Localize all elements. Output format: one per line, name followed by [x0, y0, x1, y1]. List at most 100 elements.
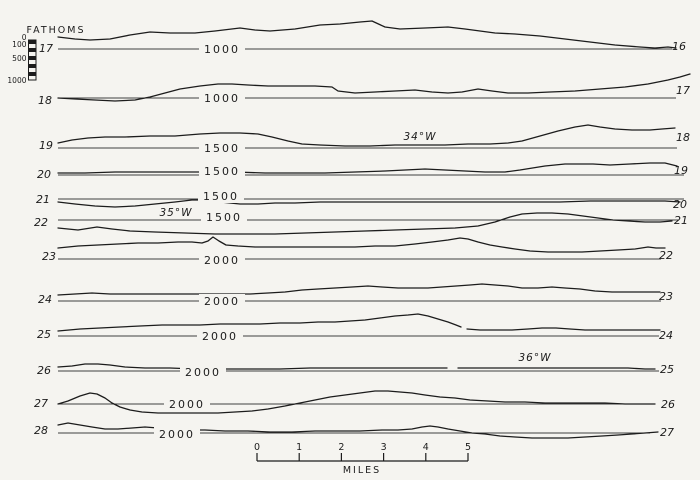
depth-label-mask	[199, 294, 245, 308]
depth-label: 2000	[169, 398, 205, 411]
profile-row-22: 1500 22 21	[34, 210, 688, 235]
profile-row-17: 1000 17 16	[39, 20, 686, 56]
left-station-label: 22	[34, 216, 48, 229]
ruler-segment	[28, 76, 36, 80]
depth-label-mask	[199, 141, 245, 155]
left-station-label: 23	[42, 250, 56, 263]
left-station-label: 20	[37, 168, 51, 181]
depth-label: 2000	[202, 330, 238, 343]
right-station-label: 27	[660, 426, 674, 439]
ruler-segment	[28, 56, 36, 60]
right-station-label: 19	[674, 164, 688, 177]
right-station-label: 17	[676, 84, 690, 97]
depth-label-mask	[154, 427, 200, 441]
depth-label: 1000	[204, 92, 240, 105]
ruler-segment	[28, 48, 36, 52]
profile-row-21: 1500 21 20	[36, 189, 687, 211]
ruler-segment	[28, 52, 36, 56]
depth-label: 2000	[204, 254, 240, 267]
right-station-label: 20	[673, 198, 687, 211]
seafloor-profile-19	[57, 124, 676, 147]
meridian-annotations: 34°W 35°W 36°W	[160, 131, 552, 364]
right-station-label: 26	[661, 398, 675, 411]
right-station-label: 25	[660, 363, 674, 376]
left-station-label: 21	[36, 193, 50, 206]
left-station-label: 27	[34, 397, 48, 410]
depth-label-mask	[164, 397, 210, 411]
fathoms-tick-label: 100	[12, 40, 27, 49]
profile-row-28: 2000 28 27	[34, 422, 674, 441]
ruler-segment	[28, 44, 36, 48]
depth-label-mask	[197, 329, 243, 343]
depth-label: 1500	[204, 142, 240, 155]
right-station-label: 22	[659, 249, 673, 262]
miles-scale-title: MILES	[343, 465, 381, 476]
depth-label-mask	[199, 42, 245, 56]
right-station-label: 18	[676, 131, 690, 144]
profile-row-25: 2000 25 24	[37, 313, 673, 343]
ruler-segment	[28, 40, 36, 44]
ruler-segment	[28, 72, 36, 76]
depth-label-mask	[199, 253, 245, 267]
profile-row-24: 2000 24 23	[38, 283, 673, 308]
seafloor-profile-26	[57, 363, 448, 370]
left-station-label: 25	[37, 328, 51, 341]
ruler-segment	[28, 68, 36, 72]
miles-tick-label: 3	[381, 442, 387, 453]
miles-tick-label: 2	[338, 442, 344, 453]
depth-label-mask	[201, 210, 247, 224]
seafloor-profile-22	[57, 212, 673, 235]
miles-tick-label: 0	[254, 442, 260, 453]
right-station-label: 24	[659, 329, 673, 342]
seafloor-profile-17	[57, 20, 677, 49]
seafloor-profile-21	[57, 199, 681, 208]
ruler-segment	[28, 64, 36, 68]
meridian-label: 34°W	[404, 131, 437, 143]
seafloor-profile-25	[57, 313, 462, 332]
ruler-segment	[28, 60, 36, 64]
meridian-label: 36°W	[519, 352, 552, 364]
fathoms-tick-label: 500	[12, 54, 27, 63]
depth-label-mask	[199, 91, 245, 105]
fathoms-scale-title: FATHOMS	[26, 25, 85, 36]
fathoms-tick-label: 0	[22, 33, 27, 42]
profile-row-18: 1000 18 17	[38, 73, 691, 107]
left-station-label: 17	[39, 42, 53, 55]
profile-row-27: 2000 27 26	[34, 390, 675, 414]
seafloor-profile-24	[57, 283, 661, 296]
seafloor-profile-26	[457, 367, 656, 370]
miles-scale-bar: 0 1 2 3 4 5	[254, 442, 471, 462]
miles-tick-label: 4	[423, 442, 429, 453]
right-station-label: 16	[672, 40, 686, 53]
depth-label: 1500	[203, 190, 239, 203]
left-station-label: 26	[37, 364, 51, 377]
seafloor-profile-23	[57, 236, 666, 253]
miles-tick-label: 1	[296, 442, 302, 453]
seafloor-profile-25	[466, 327, 661, 331]
right-station-label: 23	[659, 290, 673, 303]
depth-label-mask	[198, 189, 244, 203]
seafloor-profile-28	[57, 422, 659, 439]
depth-label-mask	[199, 164, 245, 178]
depth-label: 1500	[204, 165, 240, 178]
depth-label: 1000	[204, 43, 240, 56]
right-station-label: 21	[674, 214, 688, 227]
miles-tick-label: 5	[465, 442, 471, 453]
left-station-label: 18	[38, 94, 52, 107]
depth-label-mask	[180, 365, 226, 379]
left-station-label: 19	[39, 139, 53, 152]
profile-row-20: 1500 20 19	[37, 162, 688, 181]
depth-label: 2000	[204, 295, 240, 308]
ruler-outline	[28, 39, 37, 81]
fathoms-tick-label: 1000	[7, 76, 26, 85]
seafloor-profile-27	[57, 390, 656, 414]
left-station-label: 28	[34, 424, 48, 437]
depth-label: 2000	[159, 428, 195, 441]
profile-row-26: 2000 26 25	[37, 363, 674, 379]
profile-row-19: 1500 19 18	[39, 124, 690, 155]
left-station-label: 24	[38, 293, 52, 306]
depth-label: 2000	[185, 366, 221, 379]
profile-row-23: 2000 23 22	[42, 236, 673, 267]
